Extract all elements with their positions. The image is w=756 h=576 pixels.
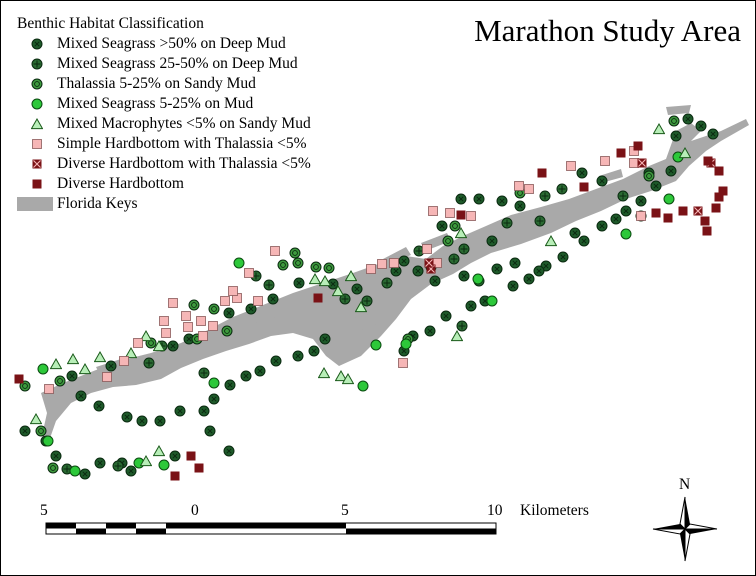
legend-label: Mixed Seagrass 25-50% on Deep Mud bbox=[57, 55, 298, 72]
legend-label: Diverse Hardbottom bbox=[57, 175, 184, 192]
scale-bar bbox=[45, 522, 497, 535]
legend-title: Benthic Habitat Classification bbox=[17, 15, 204, 32]
map-title: Marathon Study Area bbox=[474, 13, 741, 48]
dark-green-plus-circle-icon bbox=[17, 54, 57, 74]
legend-item-diverse-hardbottom: Diverse Hardbottom bbox=[17, 174, 311, 194]
legend-item-thalassia-sandy-mud: Thalassia 5-25% on Sandy Mud bbox=[17, 74, 311, 94]
legend-item-mixed-seagrass-deep-mud: Mixed Seagrass >50% on Deep Mud bbox=[17, 34, 311, 54]
north-label: N bbox=[679, 476, 691, 493]
legend-item-diverse-hardbottom-thalassia: Diverse Hardbottom with Thalassia <5% bbox=[17, 154, 311, 174]
legend-item-florida-keys: Florida Keys bbox=[17, 194, 311, 214]
legend-item-mixed-seagrass-25-50: Mixed Seagrass 25-50% on Deep Mud bbox=[17, 54, 311, 74]
legend-label: Diverse Hardbottom with Thalassia <5% bbox=[57, 155, 311, 172]
legend-item-simple-hardbottom: Simple Hardbottom with Thalassia <5% bbox=[17, 134, 311, 154]
scale-label-10: 10 bbox=[487, 502, 503, 519]
legend-label: Mixed Macrophytes <5% on Sandy Mud bbox=[57, 115, 311, 132]
green-ring-circle-icon bbox=[17, 74, 57, 94]
pink-square-icon bbox=[17, 134, 57, 154]
scale-label-5-right: 5 bbox=[341, 502, 349, 519]
scale-label-0: 0 bbox=[191, 502, 199, 519]
legend-label: Florida Keys bbox=[57, 195, 138, 212]
maroon-square-icon bbox=[17, 174, 57, 194]
scale-label-5-left: 5 bbox=[40, 502, 48, 519]
legend: Benthic Habitat Classification Mixed Sea… bbox=[17, 14, 311, 214]
legend-item-mixed-macrophytes: Mixed Macrophytes <5% on Sandy Mud bbox=[17, 114, 311, 134]
gray-land-swatch-icon bbox=[17, 194, 57, 214]
legend-label: Simple Hardbottom with Thalassia <5% bbox=[57, 135, 307, 152]
bright-green-circle-icon bbox=[17, 94, 57, 114]
scale-unit-label: Kilometers bbox=[520, 502, 589, 519]
legend-label: Mixed Seagrass 5-25% on Mud bbox=[57, 95, 254, 112]
legend-item-mixed-seagrass-5-25: Mixed Seagrass 5-25% on Mud bbox=[17, 94, 311, 114]
green-triangle-icon bbox=[17, 114, 57, 134]
north-arrow-icon bbox=[652, 496, 718, 562]
dark-green-cross-circle-icon bbox=[17, 34, 57, 54]
legend-label: Thalassia 5-25% on Sandy Mud bbox=[57, 75, 256, 92]
maroon-x-square-icon bbox=[17, 154, 57, 174]
legend-label: Mixed Seagrass >50% on Deep Mud bbox=[57, 35, 286, 52]
